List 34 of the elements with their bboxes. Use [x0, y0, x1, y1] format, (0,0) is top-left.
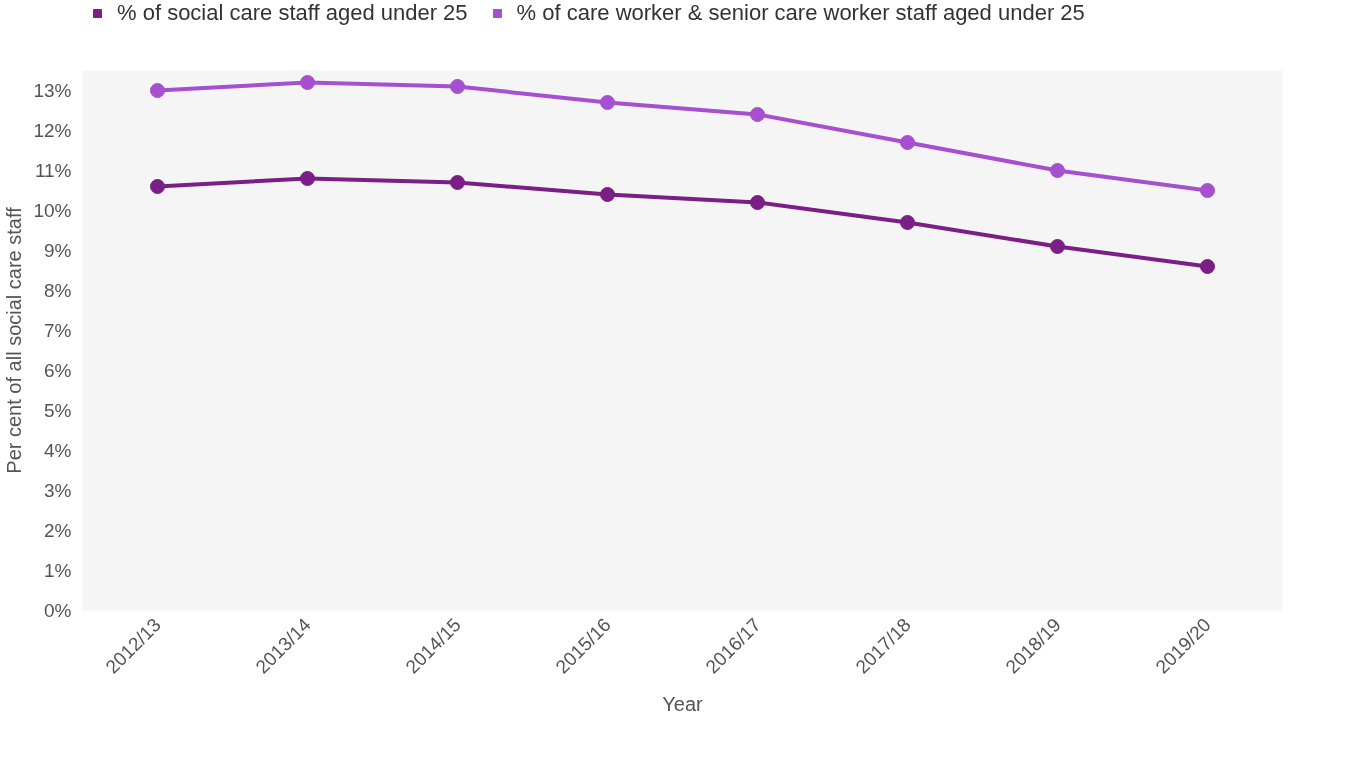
y-tick-label: 12%	[33, 120, 72, 141]
y-tick-label: 8%	[44, 280, 72, 301]
point	[600, 187, 615, 202]
point	[150, 83, 165, 98]
y-tick-label: 2%	[44, 520, 72, 541]
y-tick-label: 0%	[44, 600, 72, 621]
point	[1050, 239, 1065, 254]
y-tick-label: 9%	[44, 240, 72, 261]
point	[150, 179, 165, 194]
legend-label: % of care worker & senior care worker staff aged under 25	[516, 0, 1085, 26]
point	[900, 135, 915, 150]
point	[750, 195, 765, 210]
y-tick-label: 10%	[33, 200, 72, 221]
y-tick-label: 1%	[44, 560, 72, 581]
y-axis-title: Per cent of all social care staff	[3, 206, 26, 474]
point	[450, 79, 465, 94]
point	[900, 215, 915, 230]
point	[300, 75, 315, 90]
y-tick-label: 6%	[44, 360, 72, 381]
y-tick-label: 13%	[33, 80, 72, 101]
point	[1200, 183, 1215, 198]
point	[1200, 259, 1215, 274]
y-tick-label: 7%	[44, 320, 72, 341]
point	[1050, 163, 1065, 178]
point	[750, 107, 765, 122]
point	[450, 175, 465, 190]
point	[300, 171, 315, 186]
point	[600, 95, 615, 110]
x-axis-title: Year	[662, 692, 704, 715]
y-tick-label: 4%	[44, 440, 72, 461]
y-tick-label: 3%	[44, 480, 72, 501]
y-tick-label: 11%	[34, 160, 72, 181]
y-tick-label: 5%	[44, 400, 72, 421]
legend-label: % of social care staff aged under 25	[117, 0, 468, 26]
